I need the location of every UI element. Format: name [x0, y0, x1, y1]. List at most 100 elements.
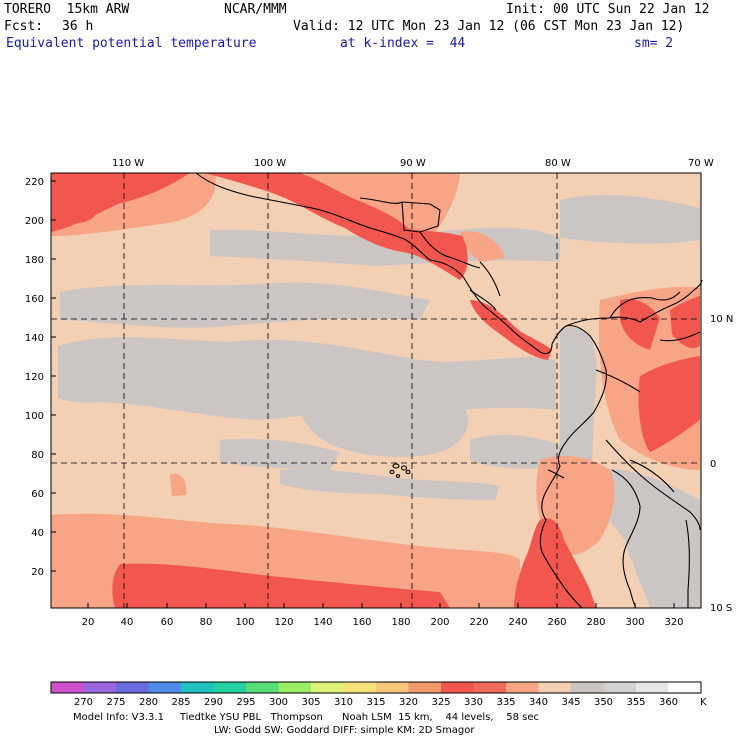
lon-label: 110 W	[112, 158, 144, 169]
colorbar-label: 320	[399, 697, 418, 708]
colorbar-labels: 270 275 280 285 290 295 300 305 310 315 320 325 330 3…	[74, 697, 678, 708]
colorbar-swatch	[668, 682, 702, 693]
x-tick: 100	[235, 617, 254, 628]
level-label: at k-index = 44	[340, 36, 466, 51]
colorbar-label: 345	[561, 697, 580, 708]
colorbar-swatch	[473, 682, 507, 693]
x-tick: 60	[161, 617, 174, 628]
colorbar-swatch	[246, 682, 279, 693]
x-tick: 40	[121, 617, 134, 628]
colorbar-label: 270	[74, 697, 93, 708]
org-label: NCAR/MMM	[224, 2, 287, 17]
x-tick: 20	[82, 617, 95, 628]
init-time: Init: 00 UTC Sun 22 Jan 12	[506, 2, 710, 17]
forecast-label: Fcst:	[4, 19, 44, 34]
coastlines	[195, 172, 703, 609]
y-tick: 180	[25, 255, 44, 266]
latitude-labels: 10 N 0 10 S	[710, 314, 733, 614]
model-title: TORERO 15km ARW	[4, 2, 130, 17]
forecast-hour: 36 h	[62, 19, 94, 34]
x-tick-marks	[87, 603, 675, 608]
model-info-line1: Model Info: V3.3.1 Tiedtke YSU PBL Thomp…	[73, 712, 539, 723]
colorbar-swatch	[571, 682, 604, 693]
colorbar-label: 350	[594, 697, 613, 708]
colorbar-label: 280	[139, 697, 158, 708]
colorbar-label: 310	[334, 697, 353, 708]
field-name: Equivalent potential temperature	[6, 36, 257, 51]
y-tick: 60	[31, 489, 44, 500]
colorbar-swatch	[116, 682, 149, 693]
theta-e-field	[51, 173, 701, 608]
colorbar-label: 340	[529, 697, 548, 708]
x-tick: 120	[274, 617, 293, 628]
colorbar-swatch	[408, 682, 442, 693]
lon-label: 90 W	[400, 158, 426, 169]
colorbar-label: 335	[496, 697, 515, 708]
x-axis-labels: 20 40 60 80 100 120 140 160 180 200 220 …	[82, 617, 684, 628]
y-tick: 200	[25, 216, 44, 227]
lat-label: 0	[710, 459, 716, 470]
y-tick: 140	[25, 333, 44, 344]
x-tick: 300	[625, 617, 644, 628]
x-tick: 260	[547, 617, 566, 628]
x-tick: 240	[508, 617, 527, 628]
colorbar-swatch	[376, 682, 409, 693]
x-tick: 80	[200, 617, 213, 628]
colorbar-swatch	[538, 682, 572, 693]
colorbar-swatch	[213, 682, 247, 693]
lat-label: 10 N	[710, 314, 733, 325]
longitude-labels: 110 W 100 W 90 W 80 W 70 W	[112, 158, 714, 169]
x-tick: 160	[352, 617, 371, 628]
colorbar-swatch	[278, 682, 312, 693]
x-tick: 320	[664, 617, 683, 628]
colorbar-swatch	[51, 682, 84, 693]
y-tick: 80	[31, 450, 44, 461]
x-tick: 140	[313, 617, 332, 628]
colorbar-label: 360	[659, 697, 678, 708]
model-info-line2: LW: Godd SW: Goddard DIFF: simple KM: 2D…	[214, 725, 475, 736]
colorbar-unit: K	[700, 697, 707, 708]
lon-label: 100 W	[254, 158, 286, 169]
colorbar-swatch	[181, 682, 214, 693]
colorbar-swatch	[343, 682, 377, 693]
x-tick: 180	[391, 617, 410, 628]
x-tick: 280	[586, 617, 605, 628]
colorbar-swatch	[441, 682, 474, 693]
y-tick-marks	[51, 180, 56, 572]
colorbar-swatch	[506, 682, 539, 693]
colorbar-swatch	[83, 682, 117, 693]
colorbar-label: 315	[366, 697, 385, 708]
x-tick: 220	[469, 617, 488, 628]
y-tick: 120	[25, 372, 44, 383]
colorbar-label: 355	[626, 697, 645, 708]
colorbar-label: 305	[301, 697, 320, 708]
colorbar-frame	[50, 681, 702, 694]
colorbar	[50, 681, 702, 694]
valid-time: Valid: 12 UTC Mon 23 Jan 12 (06 CST Mon …	[293, 19, 685, 34]
y-tick: 220	[25, 177, 44, 188]
colorbar-label: 275	[106, 697, 125, 708]
colorbar-swatch	[148, 682, 182, 693]
colorbar-swatch	[603, 682, 637, 693]
map-frame	[50, 172, 702, 609]
colorbar-label: 285	[171, 697, 190, 708]
y-tick: 100	[25, 411, 44, 422]
colorbar-label: 295	[236, 697, 255, 708]
smoothing-label: sm= 2	[634, 36, 674, 51]
lon-label: 70 W	[688, 158, 714, 169]
lon-label: 80 W	[545, 158, 571, 169]
x-tick: 200	[430, 617, 449, 628]
y-tick: 160	[25, 294, 44, 305]
lat-label: 10 S	[710, 603, 732, 614]
colorbar-label: 300	[269, 697, 288, 708]
y-tick: 20	[31, 567, 44, 578]
colorbar-label: 330	[464, 697, 483, 708]
colorbar-swatch	[636, 682, 669, 693]
colorbar-label: 290	[204, 697, 223, 708]
y-tick: 40	[31, 528, 44, 539]
y-axis-labels: 220 200 180 160 140 120 100 80 60 40 20	[25, 177, 44, 578]
colorbar-swatch	[311, 682, 344, 693]
lat-lon-grid	[51, 173, 701, 608]
colorbar-label: 325	[431, 697, 450, 708]
